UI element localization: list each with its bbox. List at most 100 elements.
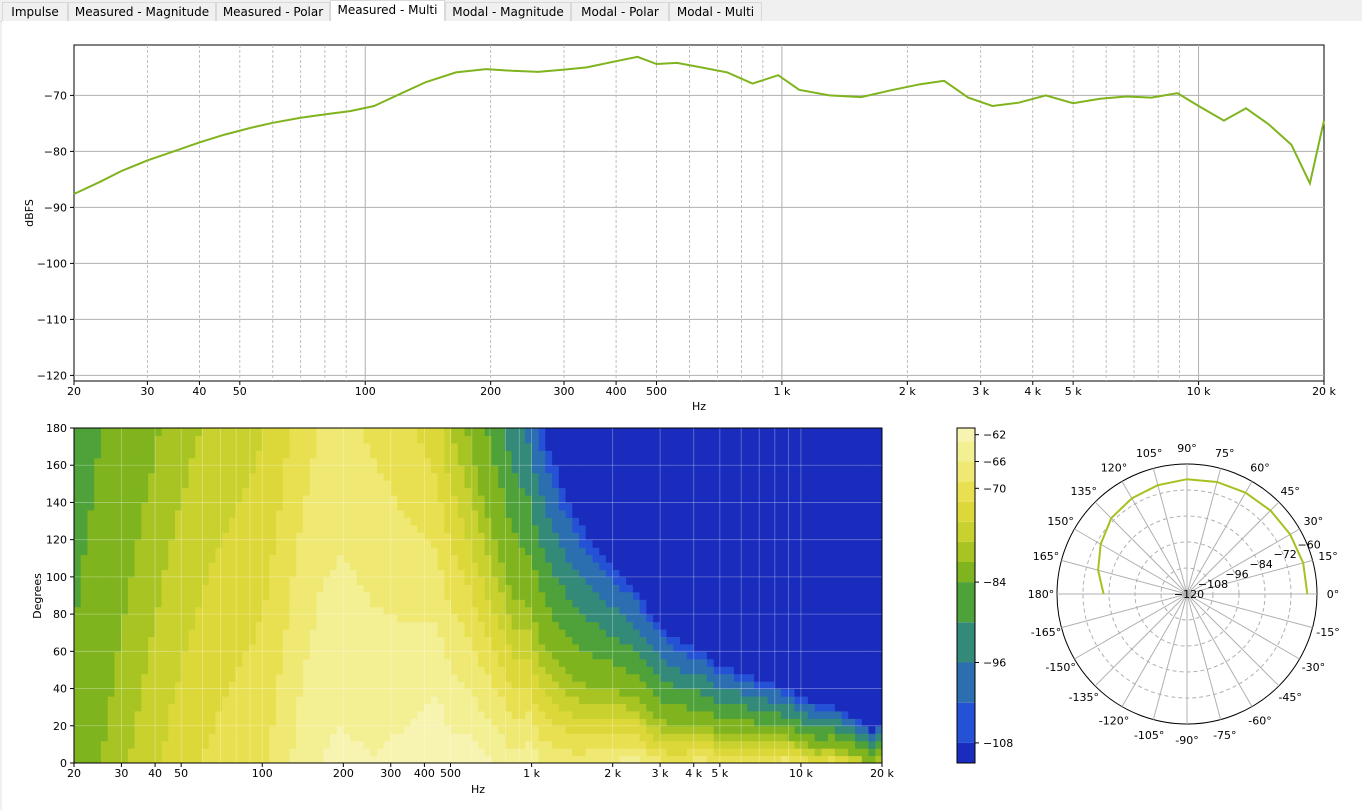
directivity-map-cell <box>296 450 304 459</box>
directivity-map-cell <box>579 502 587 511</box>
directivity-map-cell <box>518 532 526 541</box>
directivity-map-cell <box>262 524 270 533</box>
directivity-map-cell <box>451 703 459 712</box>
directivity-map-cell <box>195 643 203 652</box>
directivity-map-cell <box>175 710 183 719</box>
directivity-map-cell <box>397 428 405 436</box>
directivity-map-cell <box>222 621 230 630</box>
directivity-map-cell <box>733 673 742 682</box>
directivity-map-cell <box>403 524 412 533</box>
directivity-map-cell <box>511 614 519 623</box>
directivity-map-cell <box>181 450 189 459</box>
directivity-map-cell <box>127 614 136 623</box>
tab-modal-multi[interactable]: Modal - Multi <box>669 2 762 21</box>
directivity-map-cell <box>444 450 452 459</box>
tab-measured-magnitude[interactable]: Measured - Magnitude <box>68 2 216 21</box>
directivity-map-cell <box>565 599 573 608</box>
directivity-map-cell <box>518 666 526 675</box>
directivity-map-cell <box>242 442 250 451</box>
directivity-map-cell <box>127 472 136 481</box>
directivity-map-cell <box>713 584 721 593</box>
directivity-map-cell <box>754 539 762 548</box>
directivity-map-cell <box>323 495 331 503</box>
directivity-map-cell <box>545 725 553 734</box>
directivity-map-cell <box>471 547 479 556</box>
directivity-map-cell <box>383 428 391 436</box>
directivity-map-cell <box>558 621 567 630</box>
directivity-map-cell <box>558 517 567 526</box>
directivity-map-cell <box>693 509 701 518</box>
directivity-map-cell <box>754 740 762 749</box>
directivity-map-cell <box>262 435 270 444</box>
directivity-map-cell <box>181 614 189 623</box>
directivity-map-cell <box>181 703 189 712</box>
directivity-map-cell <box>787 517 795 526</box>
directivity-map-cell <box>235 658 243 667</box>
directivity-map-cell <box>558 457 567 466</box>
directivity-map-cell <box>350 643 358 652</box>
directivity-map-cell <box>639 472 647 481</box>
directivity-map-cell <box>309 755 317 763</box>
directivity-map-cell <box>80 457 88 466</box>
directivity-map-cell <box>154 569 163 578</box>
directivity-map-cell <box>760 547 769 556</box>
magnitude-y-axis-label: dBFS <box>23 199 36 227</box>
directivity-map-cell <box>558 710 567 719</box>
directivity-map-cell <box>154 643 163 652</box>
directivity-map-cell <box>794 718 802 727</box>
directivity-map-cell <box>201 621 210 630</box>
directivity-map-cell <box>363 621 371 630</box>
directivity-map-cell <box>727 606 735 615</box>
directivity-map-cell <box>706 688 715 697</box>
directivity-map-cell <box>437 502 445 511</box>
directivity-map-cell <box>666 517 674 526</box>
directivity-map-cell <box>747 681 755 690</box>
directivity-map-cell <box>781 495 789 503</box>
tab-measured-multi[interactable]: Measured - Multi <box>330 0 445 22</box>
directivity-map-cell <box>498 576 506 585</box>
directivity-map-cell <box>336 681 344 690</box>
directivity-map-cell <box>464 442 472 451</box>
tab-modal-magnitude[interactable]: Modal - Magnitude <box>445 2 571 21</box>
directivity-map-cell <box>134 450 142 459</box>
directivity-map-cell <box>713 703 721 712</box>
directivity-map-cell <box>410 442 418 451</box>
tab-modal-polar[interactable]: Modal - Polar <box>571 2 669 21</box>
directivity-map-cell <box>713 629 721 637</box>
directivity-map-cell <box>579 740 587 749</box>
directivity-map-cell <box>774 740 782 749</box>
directivity-map-cell <box>363 710 371 719</box>
directivity-map-cell <box>370 643 378 652</box>
tab-measured-polar[interactable]: Measured - Polar <box>216 2 330 21</box>
directivity-map-cell <box>545 502 553 511</box>
directivity-map-cell <box>612 524 620 533</box>
directivity-map-cell <box>680 599 688 608</box>
tab-impulse[interactable]: Impulse <box>2 2 68 21</box>
directivity-map-cell <box>329 666 338 675</box>
directivity-map-cell <box>228 629 237 637</box>
directivity-map-cell <box>747 606 755 615</box>
directivity-map-cell <box>161 673 169 682</box>
directivity-map-cell <box>302 517 311 526</box>
directivity-map-cell <box>727 450 735 459</box>
directivity-map-cell <box>619 718 627 727</box>
directivity-map-cell <box>498 688 506 697</box>
directivity-map-cell <box>478 651 486 660</box>
directivity-map-cell <box>201 636 210 645</box>
directivity-map-cell <box>531 636 540 645</box>
directivity-map-cell <box>740 480 748 489</box>
directivity-map-cell <box>511 569 519 578</box>
directivity-map-cell <box>599 532 607 541</box>
directivity-map-cell <box>666 539 674 548</box>
directivity-map-cell <box>215 666 223 675</box>
directivity-map-cell <box>787 621 795 630</box>
directivity-map-cell <box>94 666 102 675</box>
directivity-map-cell <box>525 614 533 623</box>
directivity-map-cell <box>706 710 715 719</box>
directivity-map-cell <box>377 457 385 466</box>
directivity-map-cell <box>552 755 560 763</box>
directivity-map-cell <box>572 502 580 511</box>
directivity-map-cell <box>774 554 782 563</box>
directivity-map-cell <box>195 584 203 593</box>
directivity-map-cell <box>511 428 519 436</box>
